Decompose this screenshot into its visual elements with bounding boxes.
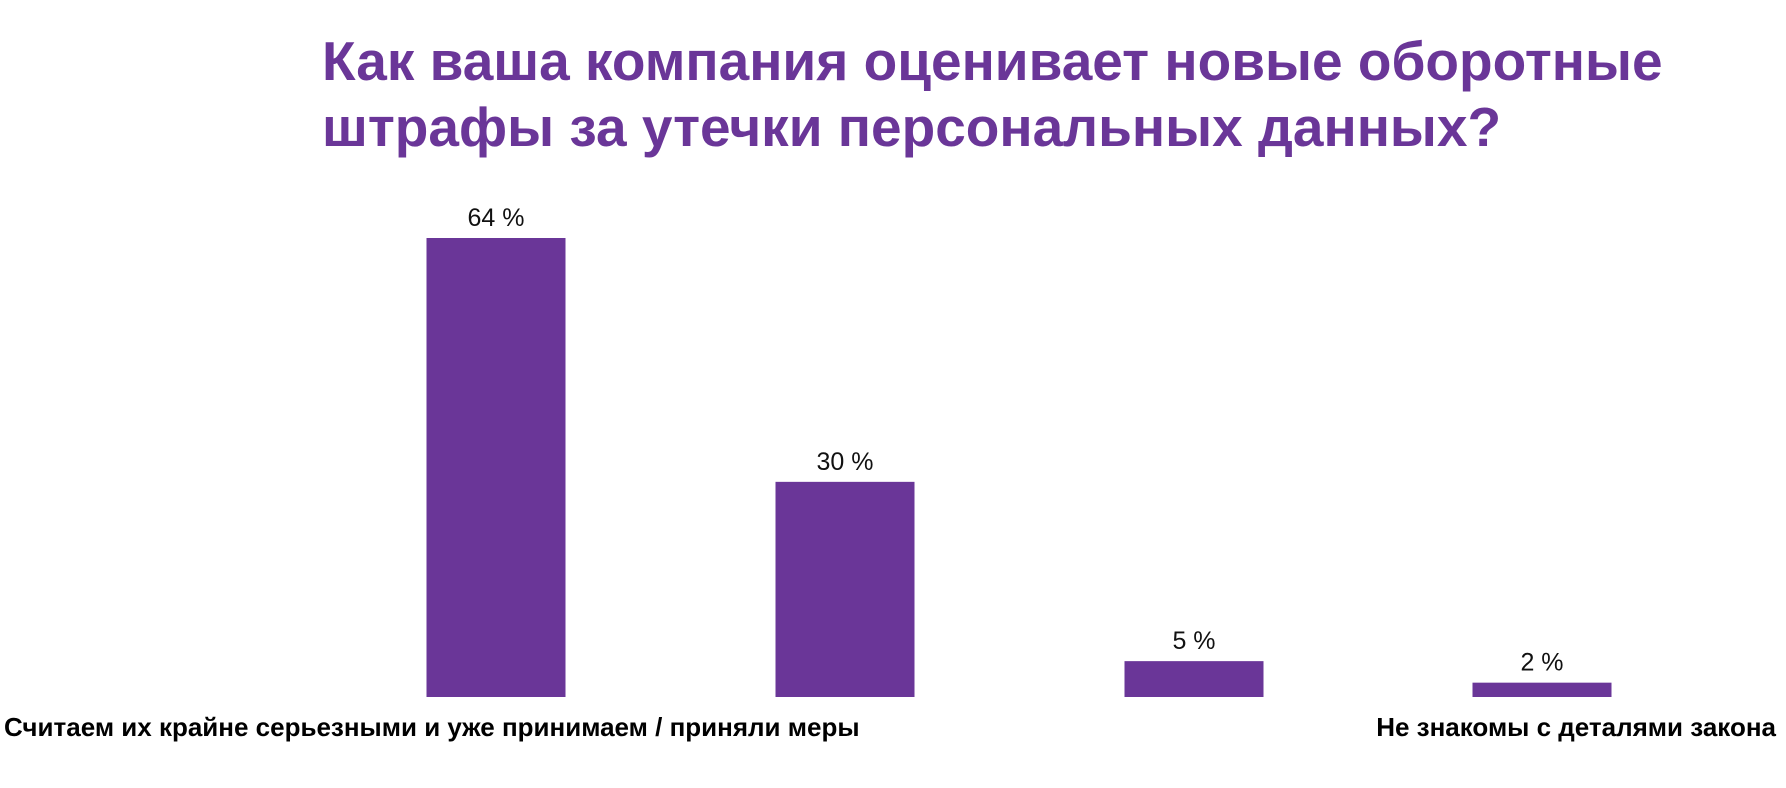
bar-2 <box>775 481 915 697</box>
data-label-2: 30 % <box>817 448 874 476</box>
category-label-1: Считаем их крайне серьезными и уже прини… <box>4 712 860 742</box>
data-labels-group: 64 % 30 % 5 % 2 % <box>468 204 1564 677</box>
bar-3 <box>1124 661 1264 697</box>
category-labels-group: Считаем их крайне серьезными и уже прини… <box>4 712 1777 742</box>
chart-title: Как ваша компания оценивает новые оборот… <box>322 30 1663 158</box>
data-label-1: 64 % <box>468 204 525 232</box>
data-label-4: 2 % <box>1520 649 1563 677</box>
bars-group <box>426 238 1612 697</box>
bar-1 <box>426 238 566 697</box>
bar-4 <box>1472 682 1612 697</box>
data-label-3: 5 % <box>1172 627 1215 655</box>
category-label-4: Не знакомы с деталями закона <box>1376 712 1776 742</box>
